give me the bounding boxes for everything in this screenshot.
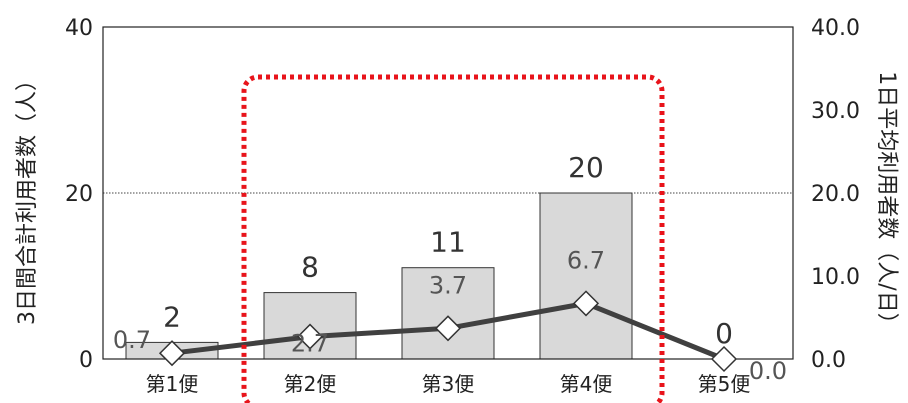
line-point [710,345,738,373]
line-point [158,340,186,367]
y-right-tick-label: 0.0 [811,348,846,373]
line-data-label: 6.7 [567,246,605,274]
line-point [572,290,600,317]
bar [401,267,495,360]
bar-data-label: 0 [715,317,733,350]
x-tick-label: 第1便 [146,372,199,396]
y-right-axis-title: 1日平均利用者数（人/日） [874,71,899,334]
line-data-label: 3.7 [429,271,467,299]
y-right-tick-label: 20.0 [811,182,860,207]
plot-frame [102,26,794,360]
x-tick-label: 第2便 [284,372,337,396]
y-left-axis-title: 3日間合計利用者数（人） [15,69,40,325]
y-right-tick-label: 30.0 [811,99,860,124]
highlight-box [241,74,665,403]
y-right-tick-label: 10.0 [811,265,860,290]
y-left-tick-label: 0 [79,348,93,373]
y-left-tick-label: 40 [65,16,93,41]
line-data-label: 0.7 [113,326,151,354]
x-tick-label: 第5便 [698,372,751,396]
x-tick-label: 第3便 [422,372,475,396]
bar-data-label: 20 [568,151,604,184]
bar-data-label: 11 [430,226,466,259]
line-data-label: 0.0 [749,357,787,385]
bar [539,192,633,360]
bar-data-label: 2 [163,300,181,333]
y-right-tick-label: 40.0 [811,16,860,41]
line-data-label: 2.7 [291,330,329,358]
line-point [434,315,462,342]
x-tick-label: 第4便 [560,372,613,396]
line-point [296,323,324,350]
bar-data-label: 8 [301,251,319,284]
y-left-tick-label: 20 [65,182,93,207]
